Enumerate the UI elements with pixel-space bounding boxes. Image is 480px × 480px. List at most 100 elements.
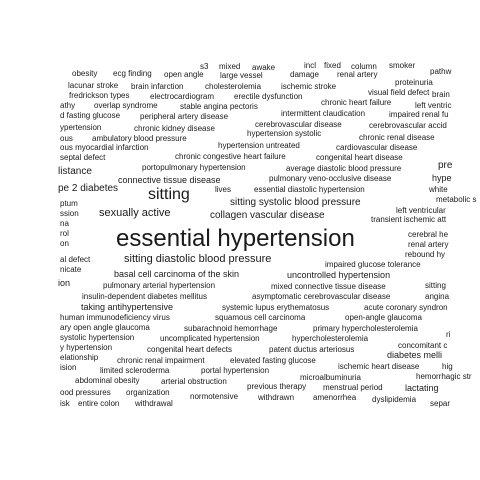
cloud-word: cerebral he	[408, 230, 449, 239]
cloud-word: portopulmonary hypertension	[142, 163, 246, 172]
cloud-word: hypertension untreated	[218, 141, 300, 150]
cloud-word: pe 2 diabetes	[58, 183, 119, 194]
cloud-word: hemorrhagic str	[416, 372, 472, 381]
cloud-word: withdrawn	[258, 393, 295, 402]
cloud-word: brain	[432, 90, 450, 99]
cloud-word: normotensive	[190, 392, 239, 401]
cloud-word: s3	[200, 62, 209, 71]
cloud-word: fredrickson types	[69, 91, 130, 100]
cloud-word: cholesterolemia	[205, 82, 262, 91]
cloud-word: mixed	[219, 62, 241, 71]
cloud-word: ri	[446, 330, 451, 339]
cloud-word: renal artery	[337, 70, 378, 79]
cloud-word: diabetes melli	[387, 350, 443, 360]
cloud-word: lacunar stroke	[68, 81, 119, 90]
cloud-word: systemic lupus erythematosus	[222, 303, 330, 312]
cloud-word: open angle	[164, 70, 204, 79]
cloud-word: microalbuminuria	[300, 373, 361, 382]
cloud-word: open-angle glaucoma	[345, 313, 422, 322]
cloud-word: portal hypertension	[201, 366, 270, 375]
cloud-word: taking antihypertensive	[81, 302, 174, 312]
cloud-word: ary open angle glaucoma	[60, 323, 150, 332]
cloud-word: transient ischemic att	[371, 215, 447, 224]
cloud-word: essential hypertension	[116, 225, 355, 252]
cloud-word: impaired renal fu	[389, 110, 449, 119]
cloud-word: pathw	[430, 67, 452, 76]
cloud-word: chronic renal impairment	[117, 356, 205, 365]
cloud-word: ion	[58, 278, 71, 288]
cloud-word: incl	[304, 61, 317, 70]
cloud-word: separ	[430, 399, 451, 408]
cloud-word: collagen vascular disease	[210, 210, 325, 221]
cloud-word: elationship	[60, 353, 99, 362]
cloud-word: d fasting glucose	[60, 111, 121, 120]
cloud-word: elevated fasting glucose	[230, 356, 316, 365]
cloud-word: ypertension	[60, 123, 102, 132]
cloud-word: ischemic stroke	[281, 82, 337, 91]
cloud-word: abdominal obesity	[75, 376, 140, 385]
cloud-word: organization	[126, 388, 170, 397]
cloud-word: renal artery	[408, 240, 449, 249]
cloud-word: ptum	[60, 199, 78, 208]
cloud-word: uncomplicated hypertension	[160, 334, 260, 343]
cloud-word: brain infarction	[131, 82, 184, 91]
cloud-word: previous therapy	[247, 382, 307, 391]
cloud-word: left ventric	[415, 101, 452, 110]
cloud-word: peripheral artery disease	[140, 112, 229, 121]
cloud-word: cardiovascular disease	[336, 143, 418, 152]
cloud-word: al defect	[60, 255, 91, 264]
cloud-word: stable angina pectoris	[180, 102, 258, 111]
cloud-word: smoker	[389, 61, 416, 70]
cloud-word: congenital heart disease	[316, 153, 403, 162]
cloud-word: ous	[60, 134, 73, 143]
cloud-word: athy	[60, 101, 76, 110]
cloud-word: chronic heart failure	[321, 98, 392, 107]
cloud-word: patent ductus arteriosus	[269, 345, 355, 354]
cloud-word: impaired glucose tolerance	[325, 260, 421, 269]
cloud-word: average diastolic blood pressure	[286, 164, 402, 173]
cloud-word: asymptomatic cerebrovascular disease	[252, 292, 391, 301]
cloud-word: concomitant c	[398, 341, 448, 350]
cloud-word: metabolic s	[436, 195, 477, 204]
cloud-word: chronic congestive heart failure	[175, 152, 286, 161]
cloud-word: listance	[58, 166, 92, 177]
cloud-word: electrocardiogram	[150, 92, 215, 101]
cloud-word: intermittent claudication	[281, 109, 366, 118]
cloud-word: chronic renal disease	[359, 133, 435, 142]
cloud-word: fixed	[324, 61, 341, 70]
cloud-word: insulin-dependent diabetes mellitus	[82, 292, 207, 301]
cloud-word: isk	[60, 399, 70, 408]
cloud-word: amenorrhea	[313, 393, 357, 402]
cloud-word: ambulatory blood pressure	[92, 134, 187, 143]
cloud-word: ision	[60, 363, 77, 372]
cloud-word: rebound hy	[405, 250, 446, 259]
cloud-word: on	[60, 239, 69, 248]
cloud-word: overlap syndrome	[94, 101, 158, 110]
cloud-word: ood pressures	[60, 388, 111, 397]
cloud-word: rol	[60, 229, 69, 238]
cloud-word: entire colon	[78, 399, 120, 408]
cloud-word: sitting	[425, 281, 446, 290]
cloud-word: angina	[425, 292, 450, 301]
cloud-word: arterial obstruction	[161, 377, 227, 386]
cloud-word: cerebrovascular accid	[369, 121, 447, 130]
cloud-word: damage	[290, 70, 319, 79]
cloud-word: pre	[438, 160, 453, 171]
cloud-word: withdrawal	[135, 399, 173, 408]
cloud-word: hypertension systolic	[247, 129, 322, 138]
cloud-word: erectile dysfunction	[234, 92, 303, 101]
cloud-word: sitting diastolic blood pressure	[124, 253, 272, 265]
cloud-word: awake	[252, 63, 276, 72]
cloud-word: limited scleroderma	[100, 366, 170, 375]
cloud-word: primary hypercholesterolemia	[313, 324, 418, 333]
cloud-word: y hypertension	[60, 343, 113, 352]
cloud-word: essential diastolic hypertension	[254, 185, 365, 194]
cloud-word: lactating	[405, 383, 439, 393]
cloud-word: systolic hypertension	[60, 333, 135, 342]
cloud-word: chronic kidney disease	[134, 124, 215, 133]
cloud-word: sitting systolic blood pressure	[230, 197, 361, 208]
cloud-word: septal defect	[60, 153, 106, 162]
cloud-word: nicate	[60, 265, 82, 274]
cloud-word: basal cell carcinoma of the skin	[114, 269, 240, 279]
